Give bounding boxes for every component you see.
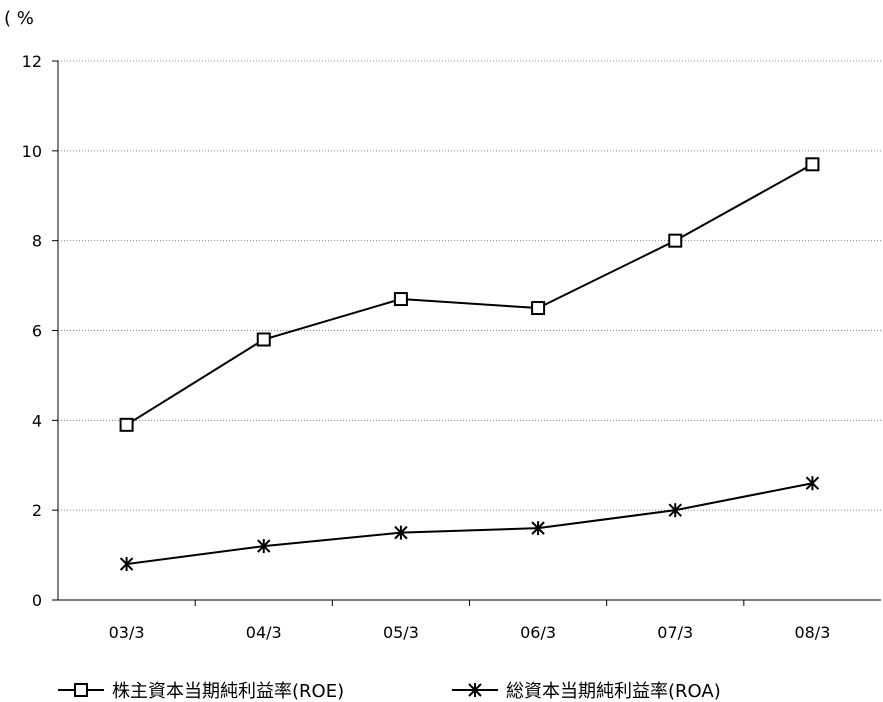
legend-item-roe: 株主資本当期純利益率(ROE) bbox=[58, 681, 344, 702]
grid-lines bbox=[58, 60, 881, 511]
y-axis-tick-labels: 0 2 4 6 8 10 12 bbox=[22, 52, 42, 610]
y-tick-label-8: 8 bbox=[32, 232, 42, 251]
data-point-roa-5 bbox=[805, 476, 820, 491]
data-point-roe-4 bbox=[668, 233, 683, 248]
x-tick-label-04-3: 04/3 bbox=[246, 623, 282, 642]
y-tick-label-10: 10 bbox=[22, 142, 42, 161]
y-tick-label-2: 2 bbox=[32, 501, 42, 520]
legend-roe-square-marker bbox=[74, 683, 88, 697]
y-tick-label-6: 6 bbox=[32, 322, 42, 341]
legend-roa-label: 総資本当期純利益率(ROA) bbox=[506, 681, 721, 702]
x-tick-label-06-3: 06/3 bbox=[520, 623, 556, 642]
x-tick-label-03-3: 03/3 bbox=[109, 623, 145, 642]
legend-roa-asterisk-marker bbox=[468, 683, 482, 697]
x-tick-label-08-3: 08/3 bbox=[794, 623, 830, 642]
data-point-roa-4 bbox=[668, 503, 682, 518]
data-point-roe-3 bbox=[531, 301, 546, 316]
legend-item-roa: 総資本当期純利益率(ROA) bbox=[452, 681, 721, 702]
data-point-roe-1 bbox=[256, 332, 271, 347]
legend-roa-asterisk-shape bbox=[468, 683, 482, 697]
y-tick-label-0: 0 bbox=[32, 591, 42, 610]
x-tick-label-07-3: 07/3 bbox=[657, 623, 693, 642]
data-point-roa-2 bbox=[394, 525, 408, 540]
legend: 株主資本当期純利益率(ROE) 総資本当期純利益率(ROA) bbox=[58, 681, 721, 702]
series-line-roe bbox=[126, 163, 813, 426]
series-group bbox=[119, 157, 820, 572]
x-axis-tick-labels: 03/3 04/3 05/3 06/3 07/3 08/3 bbox=[109, 623, 831, 642]
data-point-roe-0 bbox=[119, 417, 134, 432]
y-tick-label-12: 12 bbox=[22, 52, 42, 71]
data-point-roa-3 bbox=[531, 521, 545, 536]
series-line-roa bbox=[126, 482, 813, 566]
data-point-roa-0 bbox=[119, 557, 134, 572]
data-point-roa-1 bbox=[257, 539, 271, 554]
y-axis-unit-label: ( % bbox=[4, 8, 34, 29]
data-point-roe-5 bbox=[805, 157, 820, 172]
y-tick-label-4: 4 bbox=[32, 411, 42, 430]
x-tick-label-05-3: 05/3 bbox=[383, 623, 419, 642]
data-point-roe-2 bbox=[393, 292, 408, 307]
axes bbox=[52, 60, 881, 606]
legend-roe-label: 株主資本当期純利益率(ROE) bbox=[112, 681, 344, 702]
